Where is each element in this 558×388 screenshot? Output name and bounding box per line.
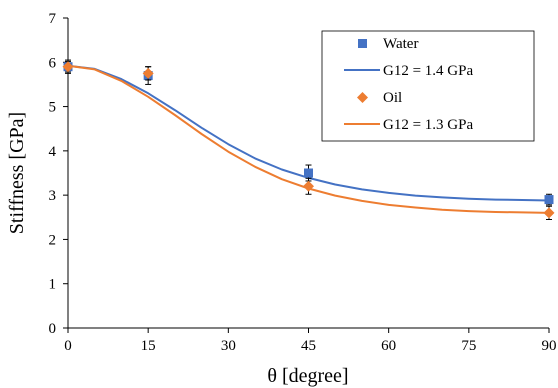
y-axis-label: Stiffness [GPa]: [6, 112, 28, 234]
x-tick-label: 60: [381, 338, 396, 354]
y-tick-label: 6: [49, 55, 57, 71]
y-tick-label: 4: [49, 144, 57, 160]
x-tick-label: 0: [64, 338, 72, 354]
legend: Water G12 = 1.4 GPa Oil G12 = 1.3 GPa: [321, 30, 535, 142]
legend-marker-oil: [357, 92, 368, 103]
y-tick-label: 0: [49, 321, 57, 337]
x-axis-label: θ [degree]: [267, 365, 348, 387]
y-tick-label: 3: [49, 188, 57, 204]
marker-diamond: [62, 61, 74, 73]
y-tick-label: 5: [49, 100, 57, 116]
marker-diamond: [142, 67, 154, 79]
y-tick-label: 7: [49, 11, 57, 27]
marker-diamond: [543, 207, 555, 219]
x-tick-label: 75: [461, 338, 476, 354]
x-tick-label: 30: [221, 338, 236, 354]
legend-label-water: Water: [383, 36, 418, 52]
data-points: [62, 59, 555, 220]
y-tick-label: 1: [49, 277, 57, 293]
legend-box: [321, 30, 535, 142]
x-ticks: 0 15 30 45 60 75 90: [64, 328, 557, 354]
x-tick-label: 15: [141, 338, 156, 354]
marker-square: [544, 195, 554, 205]
legend-label-g12-13: G12 = 1.3 GPa: [383, 117, 473, 133]
marker-square: [304, 168, 313, 178]
x-tick-label: 90: [542, 338, 557, 354]
legend-label-g12-14: G12 = 1.4 GPa: [383, 63, 473, 79]
marker-diamond: [303, 180, 314, 192]
x-tick-label: 45: [301, 338, 316, 354]
legend-label-oil: Oil: [383, 90, 402, 106]
y-tick-label: 2: [49, 232, 57, 248]
legend-marker-water: [358, 39, 367, 48]
y-ticks: 0 1 2 3 4 5 6 7: [49, 11, 68, 337]
